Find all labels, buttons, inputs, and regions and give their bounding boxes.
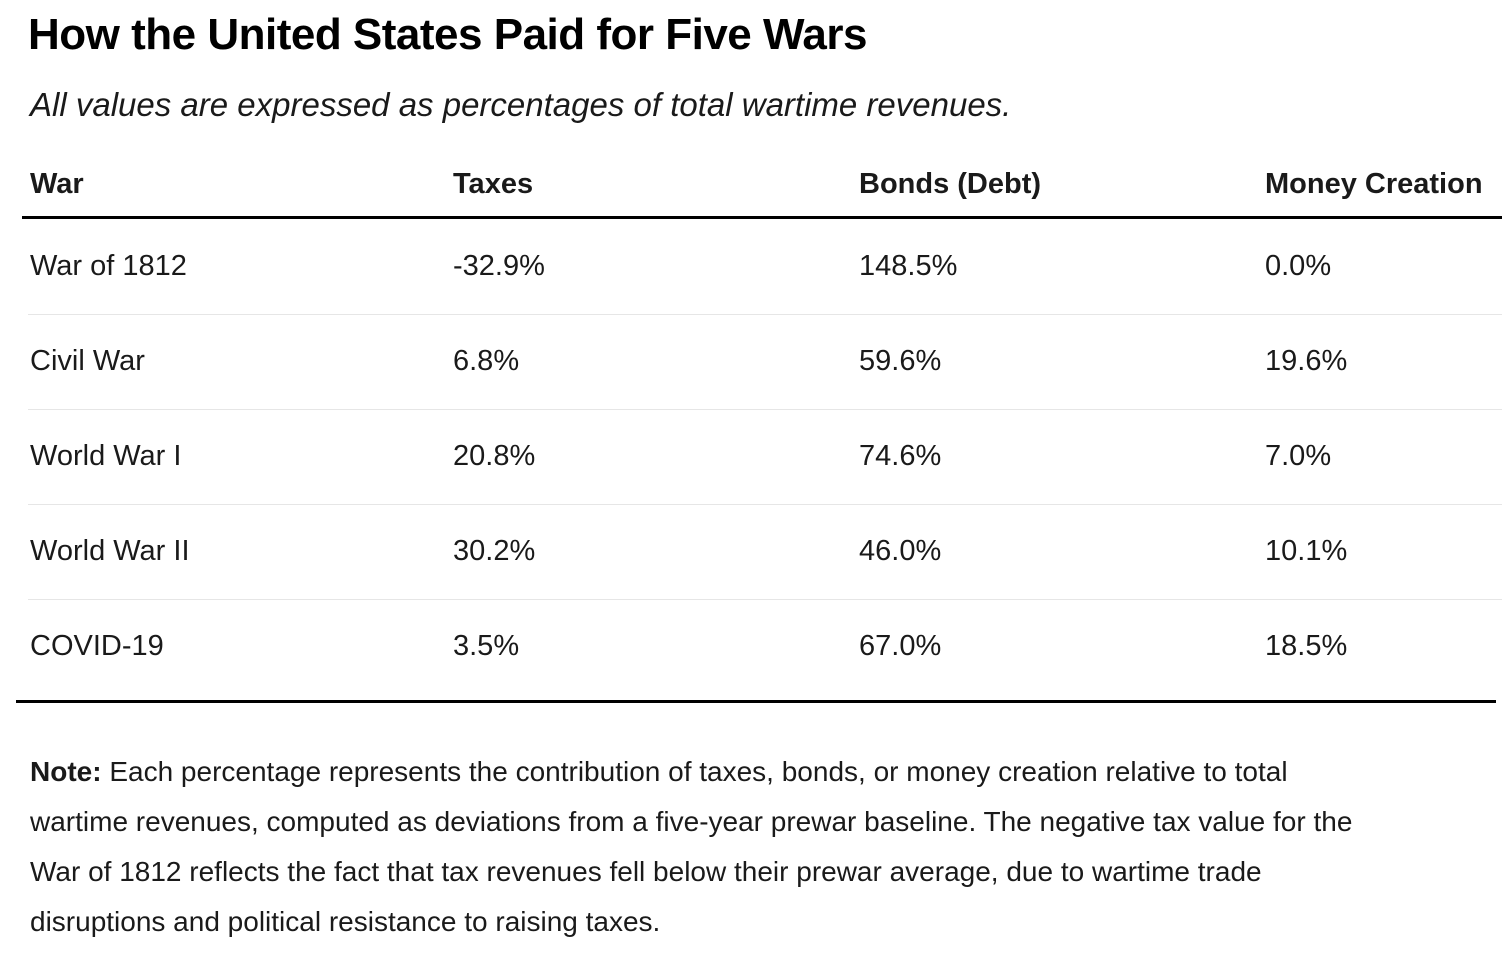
cell-bonds: 148.5% [859,250,958,282]
header-rule [22,216,1502,219]
cell-taxes: 30.2% [453,535,536,567]
row-separator [28,409,1502,410]
cell-war: World War I [30,440,182,472]
cell-taxes: 3.5% [453,630,520,662]
column-header-money-creation: Money Creation [1265,168,1483,200]
cell-bonds: 67.0% [859,630,942,662]
cell-bonds: 74.6% [859,440,942,472]
cell-money-creation: 18.5% [1265,630,1348,662]
chart-title: How the United States Paid for Five Wars [28,10,867,59]
note-text: Each percentage represents the contribut… [30,756,1353,937]
cell-war: COVID-19 [30,630,164,662]
cell-war: Civil War [30,345,145,377]
cell-taxes: 20.8% [453,440,536,472]
table-bottom-rule [16,700,1496,703]
cell-war: World War II [30,535,190,567]
row-separator [28,504,1502,505]
column-header-war: War [30,168,84,200]
cell-taxes: 6.8% [453,345,520,377]
cell-war: War of 1812 [30,250,187,282]
cell-bonds: 46.0% [859,535,942,567]
cell-money-creation: 19.6% [1265,345,1348,377]
cell-bonds: 59.6% [859,345,942,377]
cell-money-creation: 10.1% [1265,535,1348,567]
chart-subtitle: All values are expressed as percentages … [30,86,1012,123]
cell-taxes: -32.9% [453,250,545,282]
cell-money-creation: 0.0% [1265,250,1332,282]
note-label: Note: [30,756,102,787]
cell-money-creation: 7.0% [1265,440,1332,472]
row-separator [28,314,1502,315]
column-header-taxes: Taxes [453,168,534,200]
row-separator [28,599,1502,600]
table-note: Note: Each percentage represents the con… [30,747,1390,947]
column-header-bonds: Bonds (Debt) [859,168,1042,200]
